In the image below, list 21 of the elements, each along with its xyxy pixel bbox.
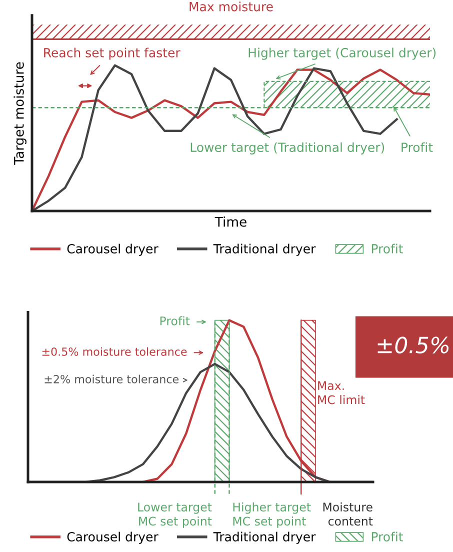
text: Reach set point faster [44, 48, 180, 60]
legend-label: Profit [372, 532, 403, 542]
ref-line-label: Max moisture [190, 2, 273, 12]
series-label: Max. MC limit [318, 381, 365, 404]
text: Lower target MC set point [138, 502, 212, 528]
legend-label: Traditional dryer [213, 532, 316, 544]
x-axis-title: Moisture content [323, 502, 373, 526]
legend-label: Traditional dryer [213, 244, 316, 256]
annotation: ±2% moisture tolerance [44, 374, 179, 384]
text: Higher target (Carousel dryer) [248, 48, 436, 60]
annotation: Profit [160, 316, 190, 326]
text: ±0.5% [378, 336, 449, 354]
text: Higher target MC set point [233, 502, 311, 528]
legend-label: Profit [372, 244, 403, 254]
x-axis-title: Time [214, 216, 246, 227]
y-axis-title: Target moisture [14, 62, 26, 165]
legend-label: Carousel dryer [67, 532, 158, 544]
legend-label: Carousel dryer [67, 244, 158, 256]
annotation: ±0.5% moisture tolerance [42, 347, 187, 356]
annotation: Profit [402, 142, 433, 152]
annotation: Lower target (Traditional dryer) [190, 142, 384, 154]
